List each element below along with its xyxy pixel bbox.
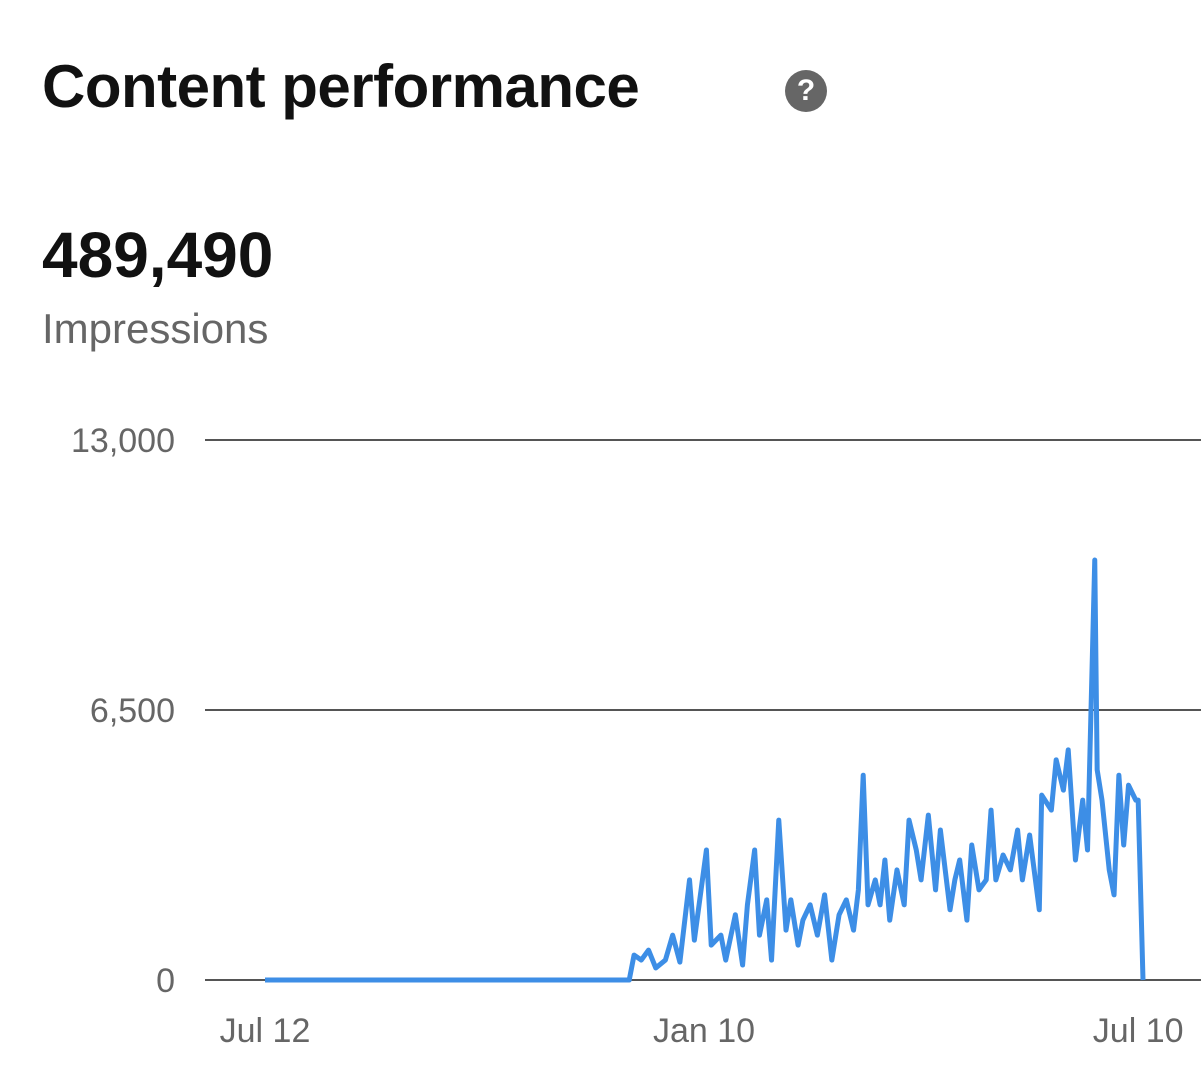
x-tick-label: Jul 10	[1093, 1012, 1184, 1050]
total-impressions: 489,490	[42, 219, 274, 291]
x-tick-label: Jan 10	[653, 1012, 755, 1050]
series-line-impressions	[265, 557, 1146, 983]
help-icon[interactable]: ?	[785, 70, 827, 112]
y-tick-label: 13,000	[71, 422, 175, 460]
y-tick-label: 6,500	[90, 692, 175, 730]
chart-title: Content performance	[42, 53, 640, 120]
y-tick-label: 0	[156, 962, 175, 1000]
x-tick-label: Jul 12	[220, 1012, 311, 1050]
metric-label: Impressions	[42, 305, 269, 352]
